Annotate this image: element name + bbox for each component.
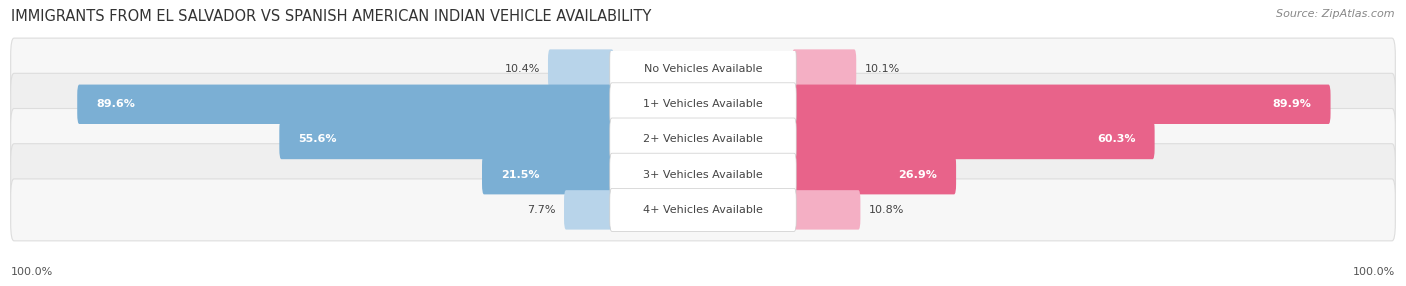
Text: Source: ZipAtlas.com: Source: ZipAtlas.com	[1277, 9, 1395, 19]
FancyBboxPatch shape	[77, 85, 614, 124]
Text: 3+ Vehicles Available: 3+ Vehicles Available	[643, 170, 763, 180]
Text: 26.9%: 26.9%	[898, 170, 938, 180]
Text: 100.0%: 100.0%	[11, 267, 53, 277]
FancyBboxPatch shape	[482, 155, 614, 194]
FancyBboxPatch shape	[610, 118, 796, 161]
FancyBboxPatch shape	[792, 190, 860, 230]
FancyBboxPatch shape	[564, 190, 614, 230]
Text: 55.6%: 55.6%	[298, 134, 336, 144]
FancyBboxPatch shape	[610, 47, 796, 91]
Text: 10.1%: 10.1%	[865, 64, 900, 74]
Text: 89.9%: 89.9%	[1272, 99, 1312, 109]
FancyBboxPatch shape	[11, 144, 1395, 206]
Text: 10.4%: 10.4%	[505, 64, 540, 74]
FancyBboxPatch shape	[11, 73, 1395, 135]
FancyBboxPatch shape	[11, 38, 1395, 100]
Text: No Vehicles Available: No Vehicles Available	[644, 64, 762, 74]
FancyBboxPatch shape	[792, 49, 856, 89]
FancyBboxPatch shape	[792, 85, 1330, 124]
FancyBboxPatch shape	[11, 108, 1395, 170]
Text: 10.8%: 10.8%	[869, 205, 904, 215]
Text: IMMIGRANTS FROM EL SALVADOR VS SPANISH AMERICAN INDIAN VEHICLE AVAILABILITY: IMMIGRANTS FROM EL SALVADOR VS SPANISH A…	[11, 9, 651, 23]
FancyBboxPatch shape	[792, 120, 1154, 159]
Text: 89.6%: 89.6%	[96, 99, 135, 109]
FancyBboxPatch shape	[610, 83, 796, 126]
Text: 21.5%: 21.5%	[501, 170, 540, 180]
Text: 1+ Vehicles Available: 1+ Vehicles Available	[643, 99, 763, 109]
FancyBboxPatch shape	[610, 188, 796, 231]
Text: 100.0%: 100.0%	[1353, 267, 1395, 277]
Text: 60.3%: 60.3%	[1097, 134, 1136, 144]
Text: 2+ Vehicles Available: 2+ Vehicles Available	[643, 134, 763, 144]
FancyBboxPatch shape	[548, 49, 614, 89]
Text: 7.7%: 7.7%	[527, 205, 555, 215]
FancyBboxPatch shape	[280, 120, 614, 159]
Text: 4+ Vehicles Available: 4+ Vehicles Available	[643, 205, 763, 215]
FancyBboxPatch shape	[792, 155, 956, 194]
FancyBboxPatch shape	[11, 179, 1395, 241]
FancyBboxPatch shape	[610, 153, 796, 196]
